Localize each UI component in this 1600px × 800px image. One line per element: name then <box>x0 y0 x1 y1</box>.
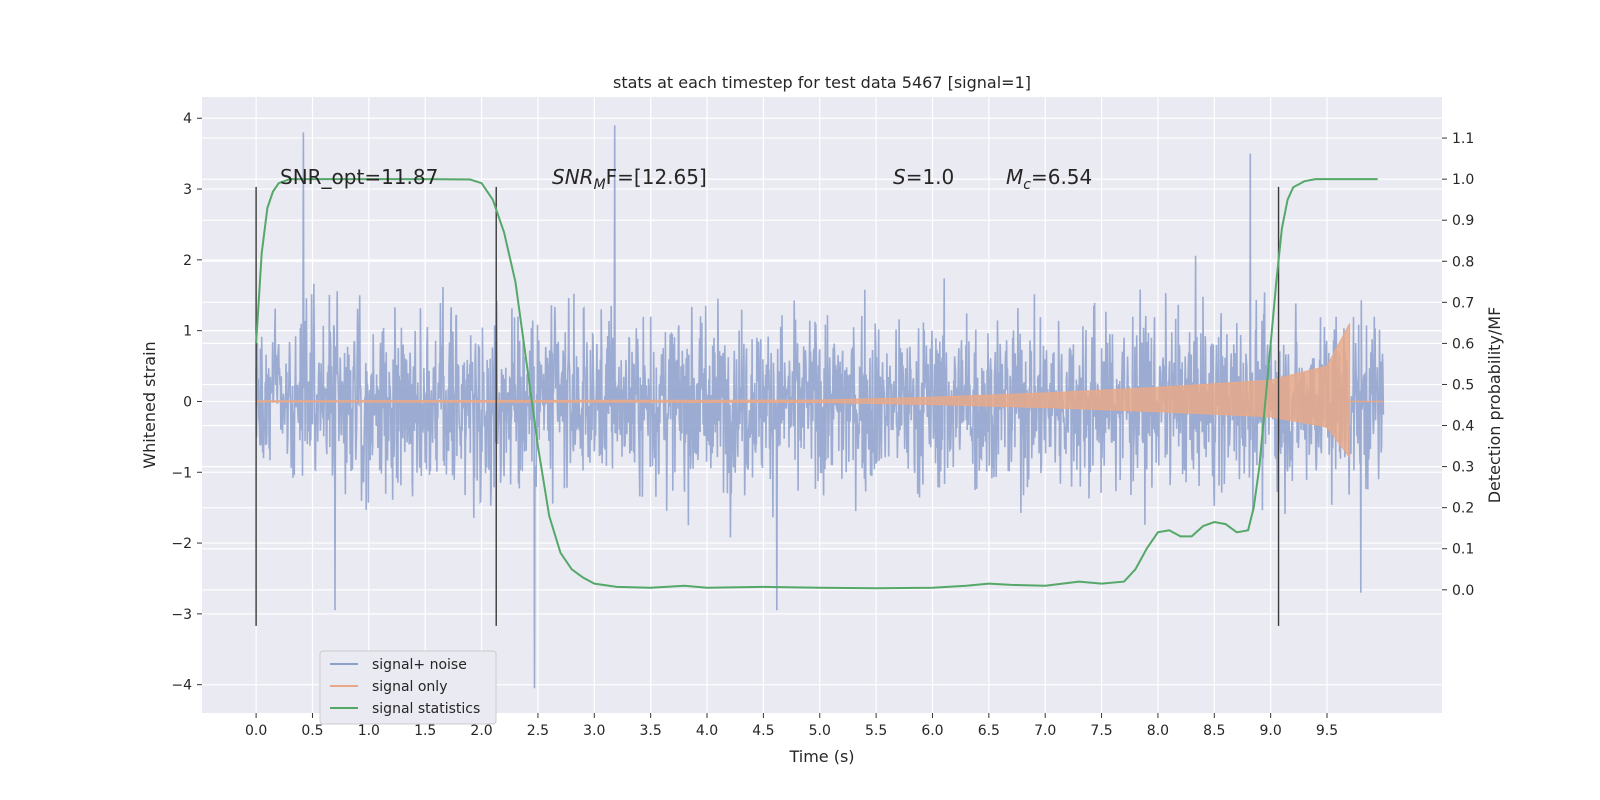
x-tick-label: 3.0 <box>583 723 605 739</box>
y-axis-label: Whitened strain <box>140 341 159 468</box>
x-tick-label: 0.0 <box>245 723 267 739</box>
x-tick-label: 2.5 <box>527 723 549 739</box>
annotation-snr-opt: SNR_opt=11.87 <box>280 165 438 189</box>
y-tick-label: 2 <box>183 253 192 269</box>
y-axis-right-label: Detection probability/MF <box>1485 307 1504 504</box>
x-axis-label: Time (s) <box>788 747 854 766</box>
signal-statistics-line <box>255 178 1378 590</box>
y-tick-label: 0 <box>183 394 192 410</box>
x-tick-label: 4.5 <box>752 723 774 739</box>
y-right-tick-label: 0.8 <box>1452 254 1474 270</box>
y-right-tick-label: 0.5 <box>1452 377 1474 393</box>
signal-noise-series <box>255 125 1385 689</box>
signal-only-envelope <box>255 323 1351 459</box>
y-tick-label: 4 <box>183 111 192 127</box>
y-right-tick-label: 0.4 <box>1452 419 1474 435</box>
x-tick-label: 5.5 <box>865 723 887 739</box>
chart-title: stats at each timestep for test data 546… <box>613 73 1031 92</box>
y-tick-label: −4 <box>171 678 192 694</box>
y-axis-right-ticks: 1.1 1.0 0.9 0.8 0.7 0.6 0.5 0.4 0.3 0.2 0.1 0.0 <box>1442 131 1474 599</box>
y-tick-label: −2 <box>171 536 192 552</box>
x-tick-label: 7.0 <box>1034 723 1056 739</box>
x-tick-label: 6.0 <box>921 723 943 739</box>
annotation-snr-mf: SNRMF=[12.65] <box>552 165 707 193</box>
y-tick-label: 1 <box>183 324 192 340</box>
x-tick-label: 2.0 <box>470 723 492 739</box>
signal-statistics-series <box>255 178 1378 590</box>
y-right-tick-label: 0.9 <box>1452 213 1474 229</box>
annotation-mc: Mc=6.54 <box>1006 165 1092 193</box>
legend: signal+ noise signal only signal statist… <box>319 650 497 725</box>
y-right-tick-label: 0.7 <box>1452 295 1474 311</box>
legend-label-noise: signal+ noise <box>372 657 467 673</box>
x-tick-label: 4.0 <box>696 723 718 739</box>
y-tick-label: −3 <box>171 607 192 623</box>
x-tick-label: 9.0 <box>1260 723 1282 739</box>
x-tick-label: 9.5 <box>1316 723 1338 739</box>
y-right-tick-label: 0.6 <box>1452 336 1474 352</box>
x-tick-label: 0.5 <box>301 723 323 739</box>
x-tick-label: 1.0 <box>358 723 380 739</box>
x-tick-label: 1.5 <box>414 723 436 739</box>
y-axis-ticks: 4 3 2 1 0 −1 −2 −3 −4 <box>171 111 202 694</box>
annotation-s: S=1.0 <box>893 165 954 189</box>
x-tick-label: 7.5 <box>1090 723 1112 739</box>
x-tick-label: 3.5 <box>640 723 662 739</box>
y-right-tick-label: 0.1 <box>1452 542 1474 558</box>
legend-label-stats: signal statistics <box>372 701 480 717</box>
signal-noise-line <box>255 125 1385 689</box>
y-right-tick-label: 1.1 <box>1452 131 1474 147</box>
x-tick-label: 5.0 <box>809 723 831 739</box>
legend-label-signal: signal only <box>372 679 447 695</box>
signal-only-series <box>255 323 1384 459</box>
x-tick-label: 6.5 <box>978 723 1000 739</box>
y-tick-label: 3 <box>183 182 192 198</box>
y-right-tick-label: 0.0 <box>1452 583 1474 599</box>
y-right-tick-label: 0.2 <box>1452 501 1474 517</box>
x-tick-label: 8.0 <box>1147 723 1169 739</box>
y-tick-label: −1 <box>171 465 192 481</box>
y-right-tick-label: 0.3 <box>1452 460 1474 476</box>
x-tick-label: 8.5 <box>1203 723 1225 739</box>
legend-box <box>319 650 497 725</box>
x-axis-ticks: 0.0 0.5 1.0 1.5 2.0 2.5 3.0 3.5 4.0 4.5 5.0 5.5 6.0 6… <box>245 713 1338 739</box>
y-right-tick-label: 1.0 <box>1452 172 1474 188</box>
